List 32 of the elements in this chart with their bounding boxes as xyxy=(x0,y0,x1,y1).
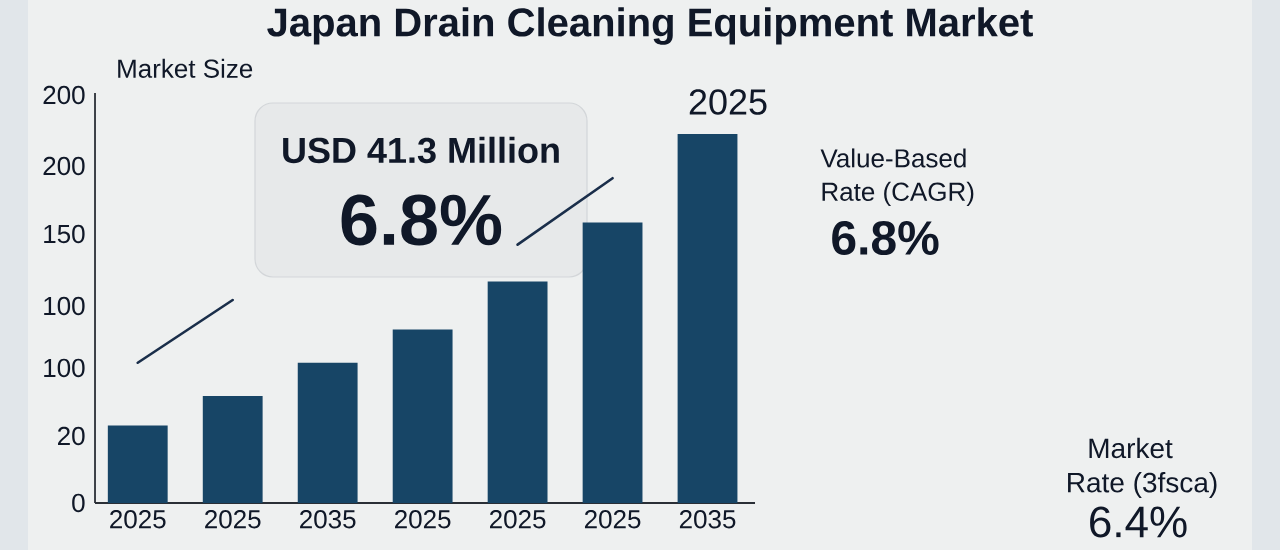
bar xyxy=(487,281,548,503)
text: 100 xyxy=(44,358,85,378)
x-tick-label: 2025 xyxy=(205,510,261,529)
x-tick-label: 2035 xyxy=(300,510,356,529)
text: 6.8% xyxy=(832,221,939,255)
bar xyxy=(582,222,643,503)
x-tick-label: 2025 xyxy=(395,510,451,529)
annotation: 6.8% xyxy=(341,194,502,246)
x-tick-label: 2035 xyxy=(679,510,736,529)
bar xyxy=(202,395,263,503)
text: Rate (CAGR) xyxy=(822,181,974,207)
text: 6.4% xyxy=(1090,506,1187,538)
text: 200 xyxy=(43,85,85,105)
chart-title: Japan Drain Cleaning Equipment Market xyxy=(267,7,1033,45)
text: 150 xyxy=(44,224,85,244)
text: 2025 xyxy=(689,89,767,115)
text: Value-Based xyxy=(820,148,966,168)
annotation: USD 41.3 Million xyxy=(283,136,559,164)
text: Rate (3fsca) xyxy=(1068,471,1217,499)
bar xyxy=(677,133,738,503)
bar xyxy=(107,425,168,503)
text: 20 xyxy=(58,426,85,446)
text: Market xyxy=(1089,437,1173,459)
text: 0 xyxy=(72,493,85,513)
y-axis-title: Market Size xyxy=(118,58,253,78)
text: 100 xyxy=(44,296,85,316)
x-tick-label: 2025 xyxy=(584,510,641,529)
x-tick-label: 2025 xyxy=(490,510,546,529)
x-tick-label: 2025 xyxy=(110,510,166,529)
bar xyxy=(297,362,358,503)
bar xyxy=(392,329,453,503)
text: 200 xyxy=(43,156,85,176)
